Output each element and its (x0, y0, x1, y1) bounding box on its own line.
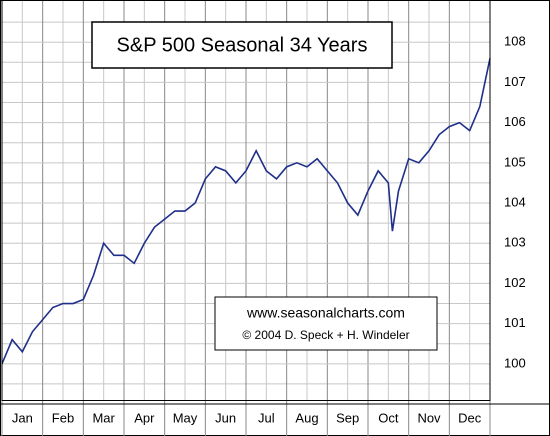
x-tick-label: May (173, 410, 198, 425)
y-tick-label: 104 (504, 194, 526, 209)
x-tick-label: Jun (215, 410, 236, 425)
x-tick-label: Jul (258, 410, 275, 425)
y-tick-label: 103 (504, 235, 526, 250)
plot-border (1, 0, 491, 401)
y-tick-label: 108 (504, 34, 526, 49)
note-box (214, 296, 438, 351)
y-tick-label: 100 (504, 355, 526, 370)
x-tick-label: Jan (12, 410, 33, 425)
y-tick-label: 102 (504, 275, 526, 290)
x-tick-label: Aug (295, 410, 318, 425)
x-tick-label: Apr (134, 410, 155, 425)
y-tick-label: 107 (504, 74, 526, 89)
y-tick-label: 101 (504, 315, 526, 330)
x-tick-label: Dec (458, 410, 482, 425)
x-tick-label: Mar (92, 410, 115, 425)
title-box (91, 21, 393, 69)
x-tick-label: Sep (336, 410, 359, 425)
annotation: © 2004 D. Speck + H. Windeler (242, 328, 409, 342)
chart-title: S&P 500 Seasonal 34 Years (117, 34, 368, 56)
x-tick-label: Feb (52, 410, 74, 425)
x-tick-label: Nov (417, 410, 441, 425)
y-tick-label: 106 (504, 114, 526, 129)
y-tick-label: 105 (504, 154, 526, 169)
x-tick-label: Oct (378, 410, 399, 425)
annotation: www.seasonalcharts.com (246, 305, 405, 321)
plot (1, 58, 491, 365)
line-series (1, 58, 491, 365)
